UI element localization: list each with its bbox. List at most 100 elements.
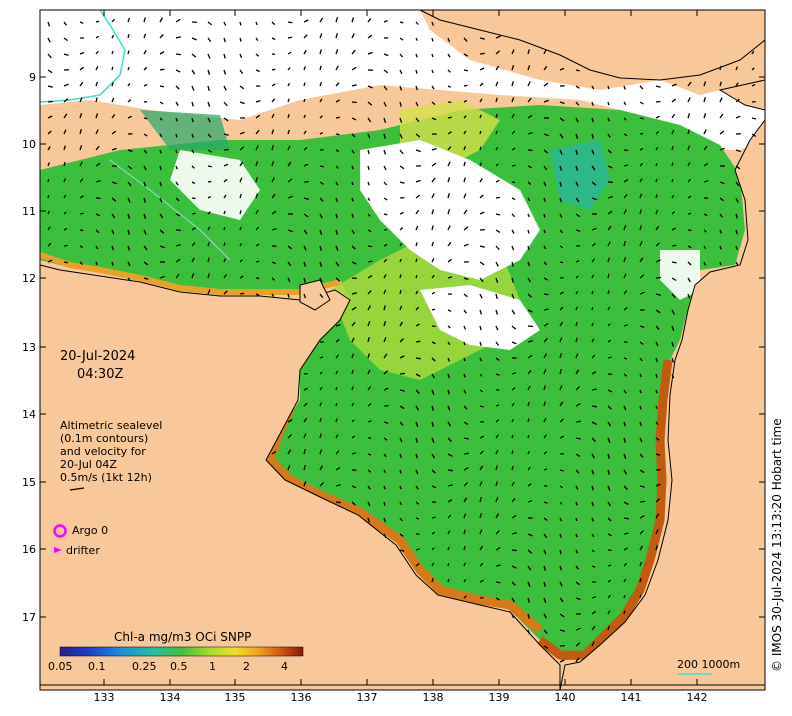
velocity-arrow	[383, 421, 389, 424]
velocity-arrow	[671, 162, 674, 167]
velocity-arrow	[367, 485, 371, 490]
velocity-arrow	[303, 98, 306, 103]
velocity-arrow	[463, 37, 468, 42]
velocity-arrow	[127, 197, 131, 203]
velocity-arrow	[335, 133, 340, 136]
velocity-arrow	[159, 229, 165, 234]
velocity-arrow	[431, 437, 435, 443]
velocity-arrow	[543, 517, 548, 522]
velocity-arrow	[223, 163, 229, 167]
velocity-arrow	[591, 117, 594, 123]
velocity-arrow	[495, 81, 499, 87]
velocity-arrow	[575, 549, 579, 554]
velocity-arrow	[303, 402, 308, 407]
velocity-arrow	[303, 213, 309, 218]
velocity-arrow	[447, 453, 453, 457]
velocity-arrow	[703, 180, 709, 183]
velocity-arrow	[495, 50, 501, 55]
velocity-arrow	[335, 386, 338, 391]
velocity-arrow	[383, 353, 388, 359]
velocity-arrow	[255, 53, 260, 57]
velocity-arrow	[559, 369, 563, 375]
velocity-arrow	[175, 18, 181, 23]
velocity-arrow	[543, 197, 546, 202]
velocity-arrow	[287, 82, 291, 87]
velocity-arrow	[591, 517, 595, 522]
velocity-arrow	[207, 165, 212, 168]
x-tick: 140	[554, 691, 576, 704]
velocity-arrow	[319, 356, 324, 359]
velocity-arrow	[575, 197, 580, 203]
velocity-arrow	[431, 453, 436, 459]
velocity-arrow	[47, 146, 51, 151]
velocity-arrow	[655, 209, 659, 215]
map-time: 04:30Z	[77, 367, 124, 382]
velocity-arrow	[127, 115, 132, 119]
velocity-arrow	[607, 625, 611, 631]
velocity-arrow	[607, 356, 612, 359]
velocity-arrow	[639, 225, 643, 231]
x-tick: 138	[422, 691, 444, 704]
velocity-arrow	[495, 465, 498, 471]
velocity-arrow	[447, 562, 450, 567]
velocity-arrow	[575, 85, 580, 89]
velocity-arrow	[335, 116, 340, 119]
velocity-arrow	[287, 293, 290, 298]
velocity-arrow	[399, 69, 403, 75]
velocity-arrow	[383, 149, 387, 155]
velocity-arrow	[111, 197, 117, 202]
velocity-arrow	[639, 469, 645, 474]
velocity-arrow	[175, 85, 180, 90]
velocity-arrow	[223, 85, 227, 91]
velocity-arrow	[303, 130, 307, 135]
velocity-arrow	[271, 277, 276, 281]
velocity-arrow	[79, 51, 85, 55]
velocity-arrow	[735, 197, 739, 203]
velocity-arrow	[175, 181, 179, 186]
velocity-arrow	[111, 82, 114, 87]
velocity-arrow	[335, 338, 340, 343]
velocity-arrow	[575, 469, 580, 474]
velocity-arrow	[703, 129, 707, 135]
velocity-arrow	[687, 129, 690, 135]
velocity-arrow	[559, 469, 564, 472]
velocity-arrow	[559, 197, 563, 203]
velocity-arrow	[319, 449, 323, 455]
velocity-arrow	[623, 290, 628, 295]
velocity-arrow	[143, 149, 148, 154]
velocity-arrow	[415, 37, 418, 41]
velocity-arrow	[79, 145, 83, 151]
velocity-arrow	[511, 261, 514, 267]
velocity-arrow	[639, 594, 642, 599]
velocity-arrow	[527, 114, 533, 119]
velocity-arrow	[655, 437, 660, 441]
velocity-arrow	[399, 133, 403, 139]
velocity-arrow	[335, 181, 339, 186]
velocity-arrow	[655, 529, 659, 535]
velocity-arrow	[495, 130, 498, 135]
velocity-arrow	[527, 197, 531, 202]
velocity-arrow	[575, 627, 581, 631]
velocity-arrow	[47, 21, 51, 27]
velocity-arrow	[655, 259, 661, 263]
velocity-arrow	[623, 164, 629, 167]
velocity-arrow	[47, 210, 50, 215]
velocity-arrow	[543, 533, 548, 538]
velocity-arrow	[351, 402, 355, 407]
velocity-arrow	[511, 465, 514, 471]
velocity-arrow	[687, 162, 691, 167]
velocity-arrow	[607, 133, 611, 138]
velocity-arrow	[543, 181, 547, 187]
velocity-arrow	[463, 209, 468, 215]
velocity-arrow	[559, 133, 564, 139]
velocity-arrow	[543, 49, 547, 55]
velocity-arrow	[351, 485, 357, 489]
velocity-arrow	[79, 178, 84, 183]
velocity-arrow	[399, 549, 405, 552]
velocity-arrow	[319, 293, 324, 299]
velocity-arrow	[207, 196, 211, 199]
velocity-arrow	[351, 133, 356, 138]
velocity-arrow	[543, 565, 547, 571]
velocity-arrow	[271, 228, 277, 231]
velocity-arrow	[623, 469, 628, 475]
